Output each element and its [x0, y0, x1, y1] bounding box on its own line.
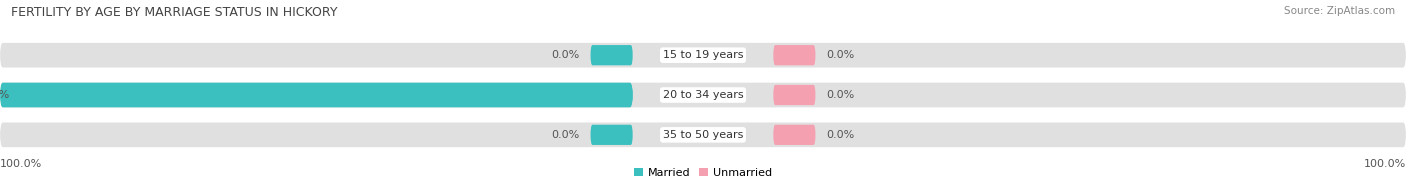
FancyBboxPatch shape [591, 125, 633, 145]
Text: 100.0%: 100.0% [1364, 159, 1406, 169]
Text: 0.0%: 0.0% [551, 50, 581, 60]
FancyBboxPatch shape [0, 43, 1406, 68]
FancyBboxPatch shape [773, 45, 815, 65]
Text: 20 to 34 years: 20 to 34 years [662, 90, 744, 100]
Legend: Married, Unmarried: Married, Unmarried [634, 168, 772, 178]
Text: 35 to 50 years: 35 to 50 years [662, 130, 744, 140]
Text: 0.0%: 0.0% [551, 130, 581, 140]
FancyBboxPatch shape [591, 45, 633, 65]
FancyBboxPatch shape [0, 122, 1406, 147]
FancyBboxPatch shape [773, 125, 815, 145]
FancyBboxPatch shape [591, 85, 633, 105]
Text: 0.0%: 0.0% [827, 50, 855, 60]
Text: 0.0%: 0.0% [827, 130, 855, 140]
Text: 100.0%: 100.0% [0, 159, 42, 169]
Text: 15 to 19 years: 15 to 19 years [662, 50, 744, 60]
FancyBboxPatch shape [0, 83, 633, 107]
FancyBboxPatch shape [0, 83, 1406, 107]
FancyBboxPatch shape [773, 85, 815, 105]
Text: FERTILITY BY AGE BY MARRIAGE STATUS IN HICKORY: FERTILITY BY AGE BY MARRIAGE STATUS IN H… [11, 6, 337, 19]
Text: 100.0%: 100.0% [0, 90, 10, 100]
Text: Source: ZipAtlas.com: Source: ZipAtlas.com [1284, 6, 1395, 16]
Text: 0.0%: 0.0% [827, 90, 855, 100]
